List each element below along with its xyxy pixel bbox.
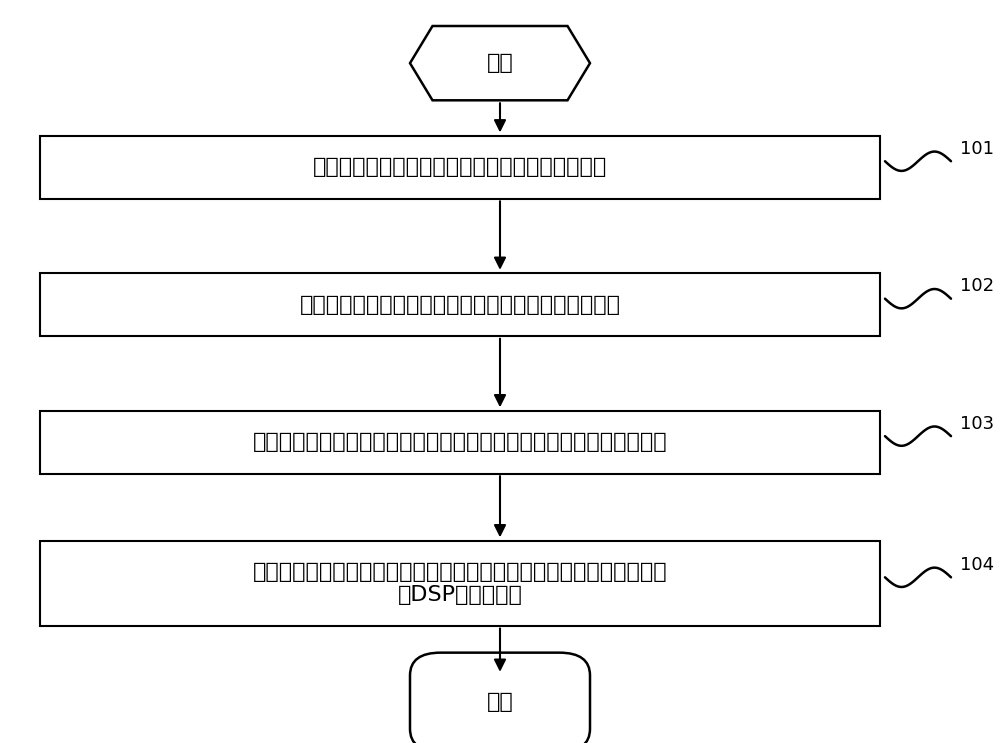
Text: 104: 104	[960, 556, 994, 574]
Text: 102: 102	[960, 277, 994, 295]
Polygon shape	[410, 26, 590, 100]
Bar	[40, 541, 880, 626]
Bar	[40, 410, 880, 474]
Text: 101: 101	[960, 140, 994, 158]
Text: 开始: 开始	[487, 53, 513, 73]
Text: 103: 103	[960, 415, 994, 432]
Text: 控制所述第一数据通道的图像数据传输至第二数据通道的第二缓存模块: 控制所述第一数据通道的图像数据传输至第二数据通道的第二缓存模块	[253, 432, 667, 452]
Text: 获取所述第二数据通道中第一缓存模块的图像数据: 获取所述第二数据通道中第一缓存模块的图像数据	[313, 158, 607, 177]
FancyBboxPatch shape	[410, 652, 590, 743]
Text: 控制所述第一缓存模块的图像数据传输至第一数据通道: 控制所述第一缓存模块的图像数据传输至第一数据通道	[300, 295, 620, 314]
Bar	[40, 273, 880, 336]
Bar	[40, 135, 880, 198]
Text: 比对所述第一缓存模块的图像数据和第二缓存模块的图像数据，生成所
述DSP的自检结果: 比对所述第一缓存模块的图像数据和第二缓存模块的图像数据，生成所 述DSP的自检结…	[253, 562, 667, 605]
Text: 结束: 结束	[487, 692, 513, 712]
